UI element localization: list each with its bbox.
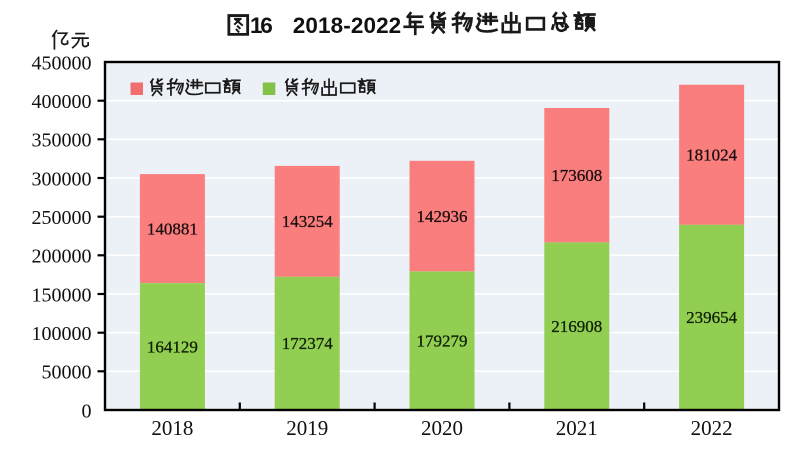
svg-text:216908: 216908 (551, 317, 602, 336)
svg-text:50000: 50000 (42, 362, 92, 384)
svg-text:140881: 140881 (147, 219, 198, 238)
svg-text:143254: 143254 (282, 212, 334, 231)
svg-text:400000: 400000 (32, 91, 92, 113)
svg-text:164129: 164129 (147, 337, 198, 356)
svg-text:150000: 150000 (32, 284, 92, 306)
svg-text:250000: 250000 (32, 207, 92, 229)
svg-text:350000: 350000 (32, 130, 92, 152)
svg-text:2020: 2020 (421, 416, 463, 440)
svg-text:239654: 239654 (686, 308, 738, 327)
svg-text:450000: 450000 (32, 52, 92, 74)
svg-text:300000: 300000 (32, 168, 92, 190)
svg-text:100000: 100000 (32, 323, 92, 345)
svg-text:200000: 200000 (32, 246, 92, 268)
svg-text:2019: 2019 (286, 416, 328, 440)
svg-text:179279: 179279 (417, 332, 468, 351)
svg-text:16: 16 (250, 13, 273, 38)
svg-text:2022: 2022 (691, 416, 733, 440)
svg-text:181024: 181024 (686, 146, 738, 165)
svg-text:172374: 172374 (282, 334, 334, 353)
svg-text:173608: 173608 (551, 166, 602, 185)
svg-text:142936: 142936 (417, 207, 468, 226)
svg-text:2018: 2018 (151, 416, 193, 440)
svg-text:2021: 2021 (556, 416, 598, 440)
svg-text:0: 0 (82, 400, 92, 422)
svg-text:2018-2022: 2018-2022 (293, 13, 401, 38)
